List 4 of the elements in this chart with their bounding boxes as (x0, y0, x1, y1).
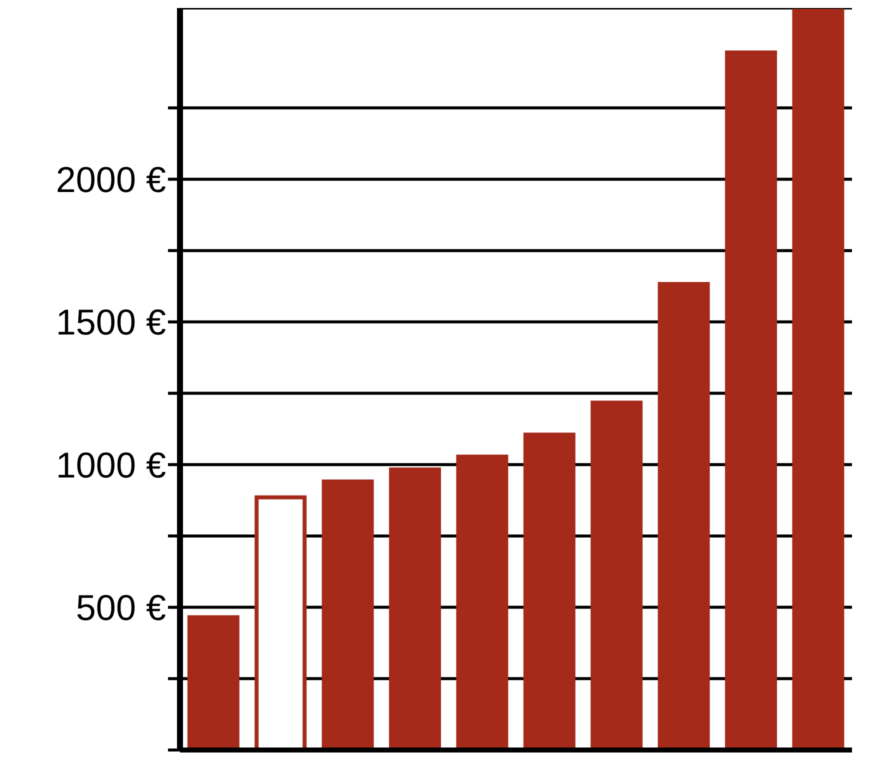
y-tick-label: 1000 € (56, 444, 166, 486)
y-tick-label: 2000 € (56, 159, 166, 200)
y-tick-label: 500 € (76, 587, 166, 628)
y-tick-label: 1500 € (56, 302, 166, 343)
